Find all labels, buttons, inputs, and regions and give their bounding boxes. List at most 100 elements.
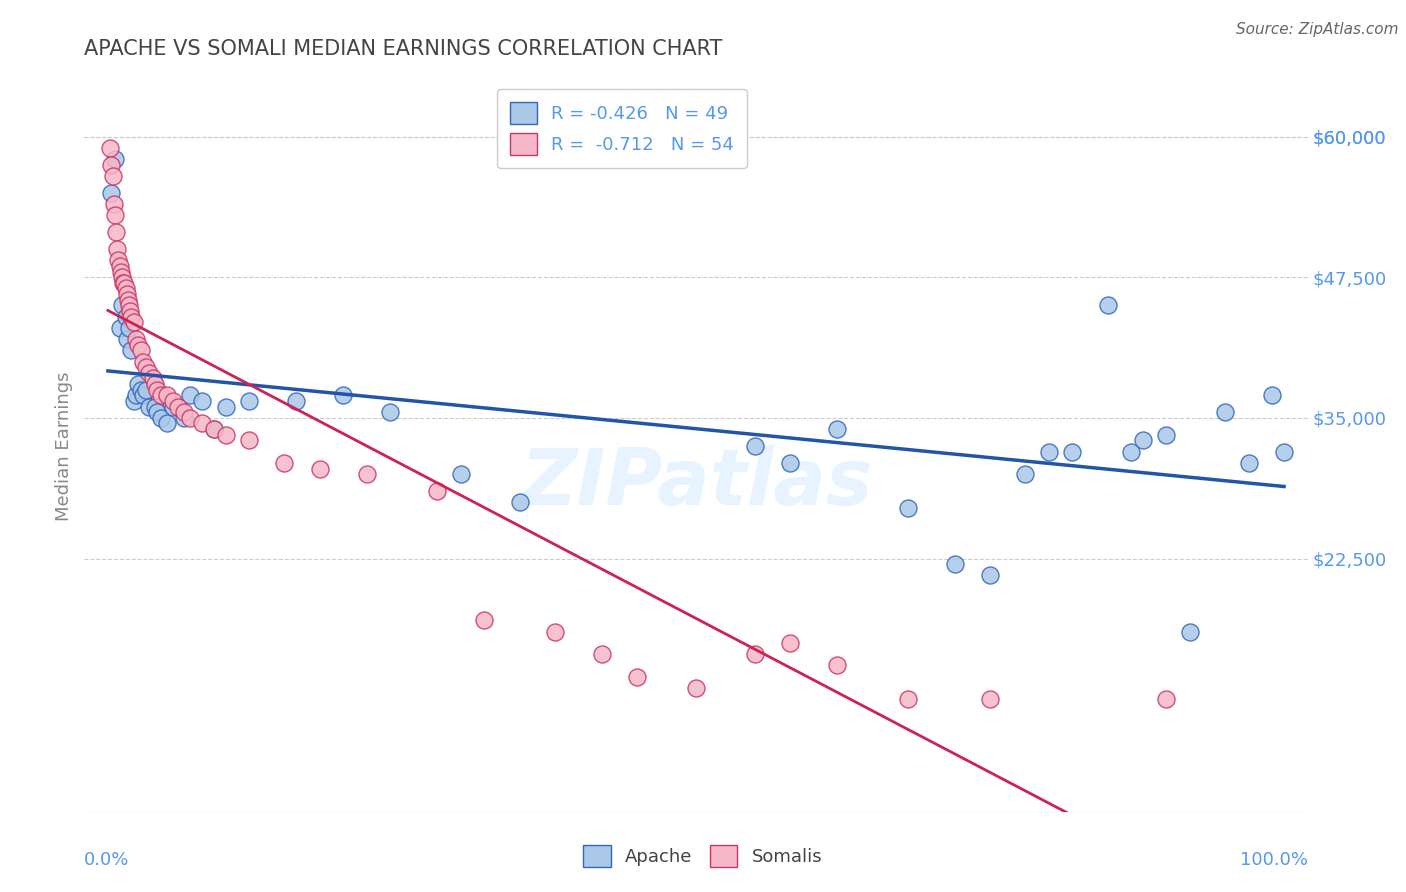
Point	[779, 636, 801, 650]
Point	[156, 388, 179, 402]
Point	[825, 658, 848, 673]
Point	[162, 394, 184, 409]
Point	[98, 141, 121, 155]
Point	[825, 422, 848, 436]
Point	[591, 647, 613, 661]
Point	[146, 383, 169, 397]
Point	[273, 456, 295, 470]
Point	[509, 495, 531, 509]
Point	[132, 354, 155, 368]
Point	[104, 208, 127, 222]
Point	[142, 371, 165, 385]
Point	[1014, 467, 1036, 482]
Point	[1213, 405, 1236, 419]
Point	[167, 400, 190, 414]
Point	[214, 427, 236, 442]
Point	[115, 332, 138, 346]
Point	[238, 434, 260, 448]
Y-axis label: Median Earnings: Median Earnings	[55, 371, 73, 521]
Point	[943, 557, 966, 571]
Point	[115, 287, 138, 301]
Point	[129, 383, 152, 397]
Point	[356, 467, 378, 482]
Text: 100.0%: 100.0%	[1240, 851, 1308, 869]
Point	[308, 461, 330, 475]
Point	[544, 624, 567, 639]
Point	[120, 304, 142, 318]
Point	[285, 394, 308, 409]
Point	[118, 321, 141, 335]
Text: APACHE VS SOMALI MEDIAN EARNINGS CORRELATION CHART: APACHE VS SOMALI MEDIAN EARNINGS CORRELA…	[84, 39, 723, 59]
Point	[173, 410, 195, 425]
Point	[112, 276, 135, 290]
Point	[1237, 456, 1260, 470]
Point	[138, 400, 160, 414]
Point	[191, 394, 214, 409]
Point	[111, 270, 134, 285]
Point	[202, 422, 225, 436]
Point	[108, 321, 131, 335]
Point	[149, 388, 172, 402]
Point	[1038, 444, 1060, 458]
Point	[149, 410, 172, 425]
Point	[1097, 298, 1119, 312]
Point	[127, 377, 149, 392]
Legend: Apache, Somalis: Apache, Somalis	[576, 838, 830, 874]
Point	[1272, 444, 1295, 458]
Point	[135, 383, 157, 397]
Point	[125, 388, 148, 402]
Point	[135, 360, 157, 375]
Point	[1178, 624, 1201, 639]
Point	[380, 405, 402, 419]
Point	[100, 186, 122, 200]
Point	[1132, 434, 1154, 448]
Point	[979, 692, 1001, 706]
Point	[191, 417, 214, 431]
Point	[179, 388, 201, 402]
Point	[110, 264, 132, 278]
Text: Source: ZipAtlas.com: Source: ZipAtlas.com	[1236, 22, 1399, 37]
Point	[122, 315, 145, 329]
Point	[120, 310, 142, 324]
Point	[127, 337, 149, 351]
Point	[114, 310, 136, 324]
Point	[118, 298, 141, 312]
Point	[173, 405, 195, 419]
Point	[100, 158, 122, 172]
Point	[105, 242, 128, 256]
Point	[143, 377, 166, 392]
Point	[626, 670, 648, 684]
Point	[685, 681, 707, 695]
Point	[1062, 444, 1084, 458]
Point	[122, 394, 145, 409]
Point	[238, 394, 260, 409]
Point	[1121, 444, 1143, 458]
Point	[979, 568, 1001, 582]
Point	[1156, 427, 1178, 442]
Point	[332, 388, 354, 402]
Text: 0.0%: 0.0%	[84, 851, 129, 869]
Point	[112, 276, 135, 290]
Point	[120, 343, 142, 358]
Point	[101, 169, 124, 183]
Point	[450, 467, 472, 482]
Point	[162, 400, 184, 414]
Point	[426, 483, 449, 498]
Point	[108, 259, 131, 273]
Point	[138, 366, 160, 380]
Point	[202, 422, 225, 436]
Point	[129, 343, 152, 358]
Point	[146, 405, 169, 419]
Point	[156, 417, 179, 431]
Point	[744, 439, 766, 453]
Point	[1261, 388, 1284, 402]
Point	[897, 500, 920, 515]
Point	[179, 410, 201, 425]
Point	[111, 298, 134, 312]
Point	[105, 225, 128, 239]
Text: ZIPatlas: ZIPatlas	[520, 444, 872, 521]
Point	[214, 400, 236, 414]
Point	[107, 253, 129, 268]
Point	[125, 332, 148, 346]
Legend: R = -0.426   N = 49, R =  -0.712   N = 54: R = -0.426 N = 49, R = -0.712 N = 54	[498, 89, 747, 168]
